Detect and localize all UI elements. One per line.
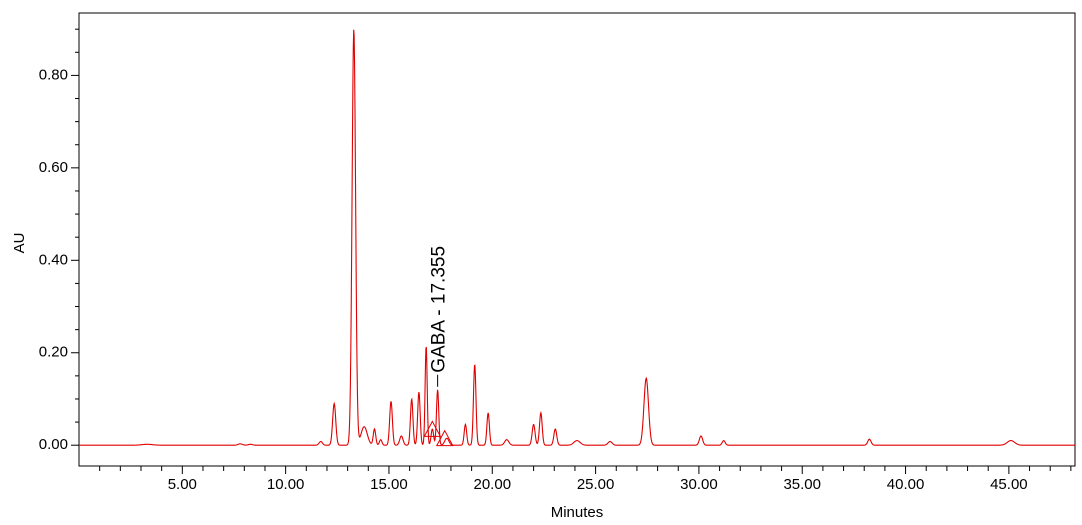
y-tick-label: 0.80 [39, 66, 68, 83]
plot-area-frame [78, 12, 1076, 467]
integration-markers [423, 420, 454, 447]
x-tick-label: 40.00 [887, 476, 925, 493]
x-tick-label: 30.00 [680, 476, 718, 493]
y-axis-title: AU [11, 233, 28, 254]
integration-marker-triangle [423, 420, 442, 437]
y-tick-label: 0.40 [39, 251, 68, 268]
x-tick-label: 15.00 [370, 476, 408, 493]
x-tick-label: 5.00 [168, 476, 197, 493]
integration-marker-triangle [435, 429, 454, 447]
x-tick-label: 20.00 [474, 476, 512, 493]
x-tick-label: 45.00 [990, 476, 1028, 493]
x-axis-title: Minutes [551, 504, 604, 521]
x-tick-label: 25.00 [577, 476, 615, 493]
x-tick-label: 10.00 [267, 476, 305, 493]
y-tick-label: 0.60 [39, 159, 68, 176]
annotation-label: GABA - 17.355 [429, 246, 450, 373]
peak-annotations: GABA - 17.355 [429, 246, 450, 387]
y-tick-label: 0.20 [39, 344, 68, 361]
y-tick-label: 0.00 [39, 436, 68, 453]
chromatogram-trace [79, 29, 1075, 446]
x-axis: 5.00 10.00 15.00 20.00 25.00 30.00 35.00 40.00 4… [99, 466, 1072, 493]
y-axis: 0.00 0.20 0.40 0.60 0.80 [39, 28, 79, 453]
x-tick-label: 35.00 [783, 476, 821, 493]
